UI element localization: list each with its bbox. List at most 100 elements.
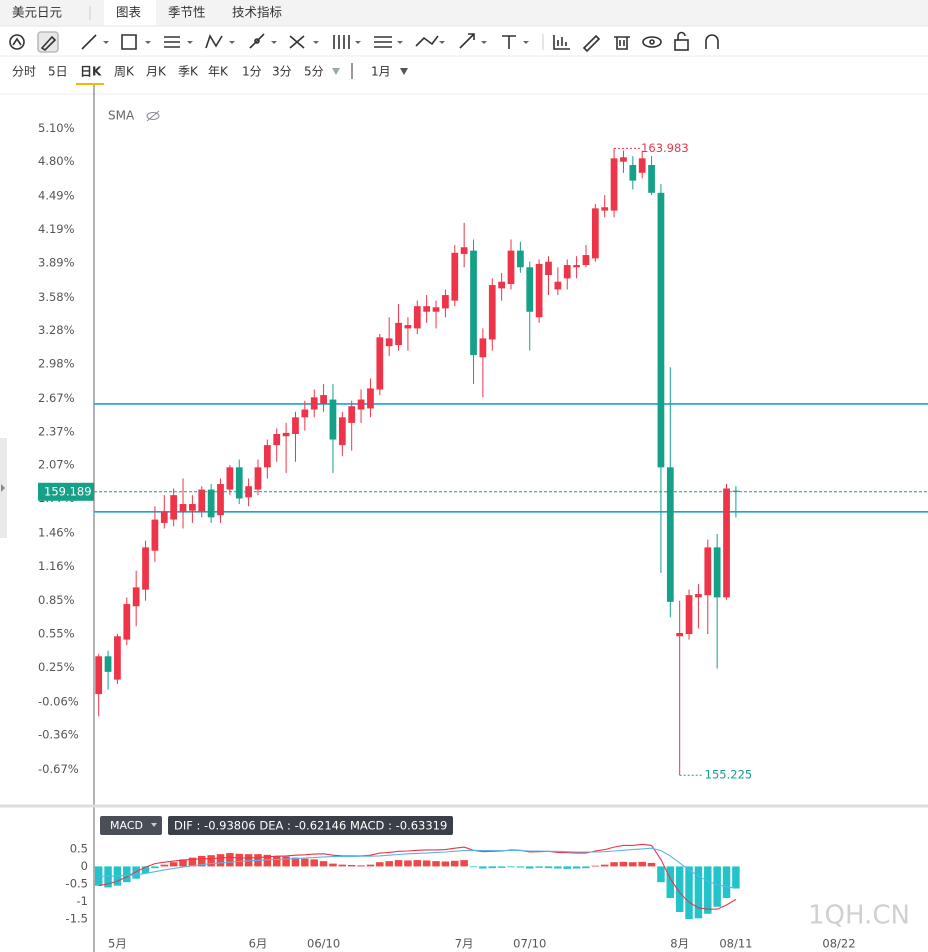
- y-tick-label: 3.58%: [38, 290, 75, 304]
- period-label[interactable]: 5日: [48, 65, 68, 79]
- period-label[interactable]: 周K: [114, 65, 135, 79]
- tab-label[interactable]: 技术指标: [232, 5, 282, 20]
- macd-bar: [497, 866, 506, 868]
- candle-body: [357, 399, 365, 410]
- candle-body: [432, 307, 440, 312]
- candle-body: [207, 489, 215, 518]
- period-label[interactable]: 3分: [272, 65, 292, 79]
- candle-body: [367, 388, 374, 409]
- macd-bar: [291, 857, 300, 867]
- indicator-select-label[interactable]: MACD: [110, 819, 143, 832]
- candle-body: [573, 265, 580, 268]
- y-tick-label: 1.46%: [38, 525, 75, 539]
- macd-bar: [694, 866, 703, 919]
- macd-bar: [94, 866, 103, 886]
- range-label[interactable]: 1月: [371, 65, 391, 79]
- macd-bar: [572, 866, 581, 869]
- indicator-label: SMA: [108, 109, 135, 123]
- period-dropdown[interactable]: [332, 68, 340, 75]
- x-tick-label: 8月: [670, 937, 689, 951]
- range-dropdown[interactable]: [400, 68, 408, 75]
- last-price-label: 159.189: [44, 484, 92, 498]
- x-tick-label: 08/22: [822, 937, 855, 951]
- macd-y-tick-label: 0: [81, 859, 88, 873]
- candle-body: [451, 252, 459, 301]
- indicator-select-arrow[interactable]: [151, 823, 157, 827]
- macd-bar: [685, 866, 693, 920]
- macd-bar: [647, 862, 656, 867]
- indicator-select[interactable]: [100, 816, 162, 835]
- candle-body: [263, 445, 271, 468]
- candle-body: [657, 192, 665, 468]
- macd-bar: [554, 866, 562, 869]
- macd-y-tick-label: -0.5: [66, 876, 88, 890]
- visibility-icon[interactable]: [146, 110, 160, 122]
- macd-bar: [198, 855, 206, 867]
- y-tick-label: 2.37%: [38, 424, 75, 438]
- macd-bar: [675, 866, 684, 913]
- candle-body: [610, 158, 618, 211]
- candle-body: [170, 495, 178, 520]
- macd-y-tick-label: -1.5: [66, 912, 88, 926]
- period-label[interactable]: 季K: [178, 65, 199, 79]
- candle-body: [545, 261, 552, 276]
- candle-body: [620, 157, 627, 162]
- period-label[interactable]: 月K: [146, 65, 167, 79]
- candle-body: [376, 337, 384, 390]
- tool-icons[interactable]: [9, 31, 719, 53]
- candle-body: [292, 417, 299, 434]
- dropdown-arrows[interactable]: [103, 41, 529, 44]
- candle-body: [395, 322, 402, 346]
- candle-body: [591, 208, 599, 259]
- period-label[interactable]: 年K: [208, 65, 229, 79]
- candle-body: [582, 255, 590, 266]
- y-tick-label: 4.80%: [38, 154, 75, 168]
- macd-bar: [507, 866, 515, 868]
- candle-body: [235, 467, 243, 499]
- macd-bar: [704, 866, 712, 914]
- x-tick-label: 08/11: [719, 937, 752, 951]
- macd-bar: [357, 865, 365, 867]
- period-label[interactable]: 1分: [242, 65, 262, 79]
- macd-bar: [619, 861, 628, 867]
- period-bar: 1月: [76, 63, 408, 85]
- y-tick-label: -0.06%: [38, 694, 79, 708]
- candle-body: [132, 587, 140, 607]
- x-tick-label: 5月: [108, 937, 127, 951]
- macd-bar: [479, 866, 487, 869]
- candle-body: [95, 656, 103, 695]
- candle-body: [226, 467, 234, 490]
- macd-bar: [301, 858, 309, 867]
- candle-body: [310, 397, 318, 410]
- macd-bar: [123, 866, 131, 883]
- macd-bar: [226, 853, 234, 867]
- period-label[interactable]: 分时: [12, 65, 36, 79]
- y-tick-label: 2.67%: [38, 391, 75, 405]
- period-label[interactable]: 日K: [80, 65, 102, 79]
- tab-label[interactable]: 季节性: [168, 5, 206, 20]
- candle-body: [516, 250, 524, 268]
- candle-body: [198, 489, 206, 512]
- y-tick-label: 2.98%: [38, 356, 75, 370]
- candle-body: [685, 595, 693, 635]
- candle-body: [104, 656, 112, 672]
- macd-bar: [104, 866, 112, 888]
- macd-bar: [338, 864, 347, 867]
- high-label: 163.983: [641, 141, 689, 155]
- x-tick-label: 07/10: [513, 937, 546, 951]
- y-tick-label: 4.49%: [38, 189, 75, 203]
- candle-body: [254, 467, 262, 490]
- tab-label[interactable]: 图表: [116, 5, 142, 20]
- period-label[interactable]: 5分: [304, 65, 324, 79]
- candle-body: [638, 158, 646, 173]
- macd-bar: [160, 864, 169, 867]
- candle-body: [723, 488, 730, 598]
- tab-label[interactable]: 美元日元: [12, 5, 62, 20]
- candle-body: [498, 281, 506, 289]
- macd-bar: [469, 866, 478, 868]
- macd-bar: [544, 866, 553, 869]
- macd-bar: [460, 860, 468, 867]
- macd-bar: [610, 862, 618, 867]
